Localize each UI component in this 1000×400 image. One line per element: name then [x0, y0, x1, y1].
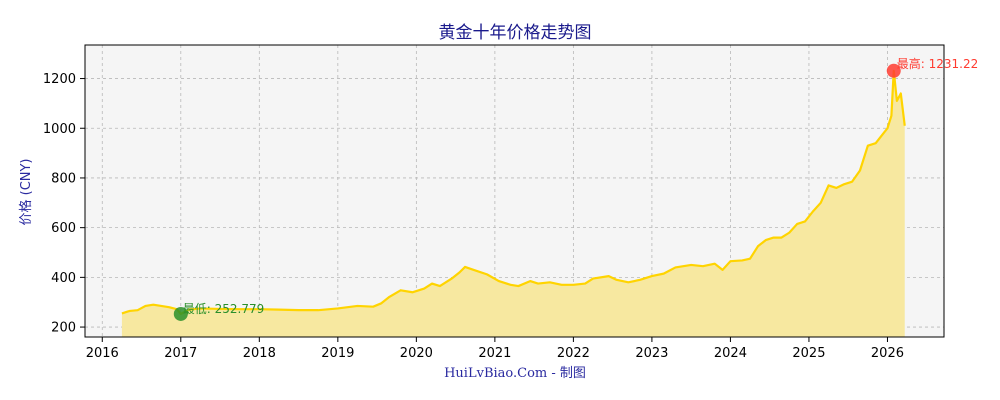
y-tick-label: 1000 [43, 122, 76, 137]
price-area [121, 70, 905, 337]
chart-footer: HuiLvBiao.Com - 制图 [444, 366, 586, 381]
low-label: 最低: 252.779 [183, 302, 264, 316]
y-tick-label: 400 [51, 271, 76, 286]
y-tick-label: 200 [51, 321, 76, 336]
plot-area: 2016 2017 2018 2019 2020 2021 2022 2023 2024 2025… [43, 44, 978, 361]
high-label: 最高: 1231.22 [897, 56, 978, 71]
x-tick-label: 2021 [478, 346, 511, 361]
low-marker [173, 306, 188, 321]
x-tick-label: 2020 [400, 346, 433, 361]
y-axis-label: 价格 (CNY) [18, 158, 34, 225]
x-tick-label: 2018 [243, 346, 276, 361]
high-marker [886, 63, 901, 78]
x-tick-label: 2022 [557, 346, 590, 361]
y-tick-label: 800 [51, 171, 76, 186]
y-tick-label: 600 [51, 221, 76, 236]
x-tick-label: 2016 [86, 346, 119, 361]
x-tick-label: 2017 [164, 346, 197, 361]
plot-frame [84, 44, 945, 338]
x-tick-label: 2025 [792, 346, 825, 361]
price-line [121, 69, 906, 315]
x-tick-label: 2024 [714, 346, 747, 361]
chart-title: 黄金十年价格走势图 [439, 23, 592, 43]
y-tick-label: 1200 [43, 72, 76, 87]
x-tick-label: 2026 [871, 346, 904, 361]
x-tick-label: 2023 [635, 346, 668, 361]
x-tick-label: 2019 [321, 346, 354, 361]
